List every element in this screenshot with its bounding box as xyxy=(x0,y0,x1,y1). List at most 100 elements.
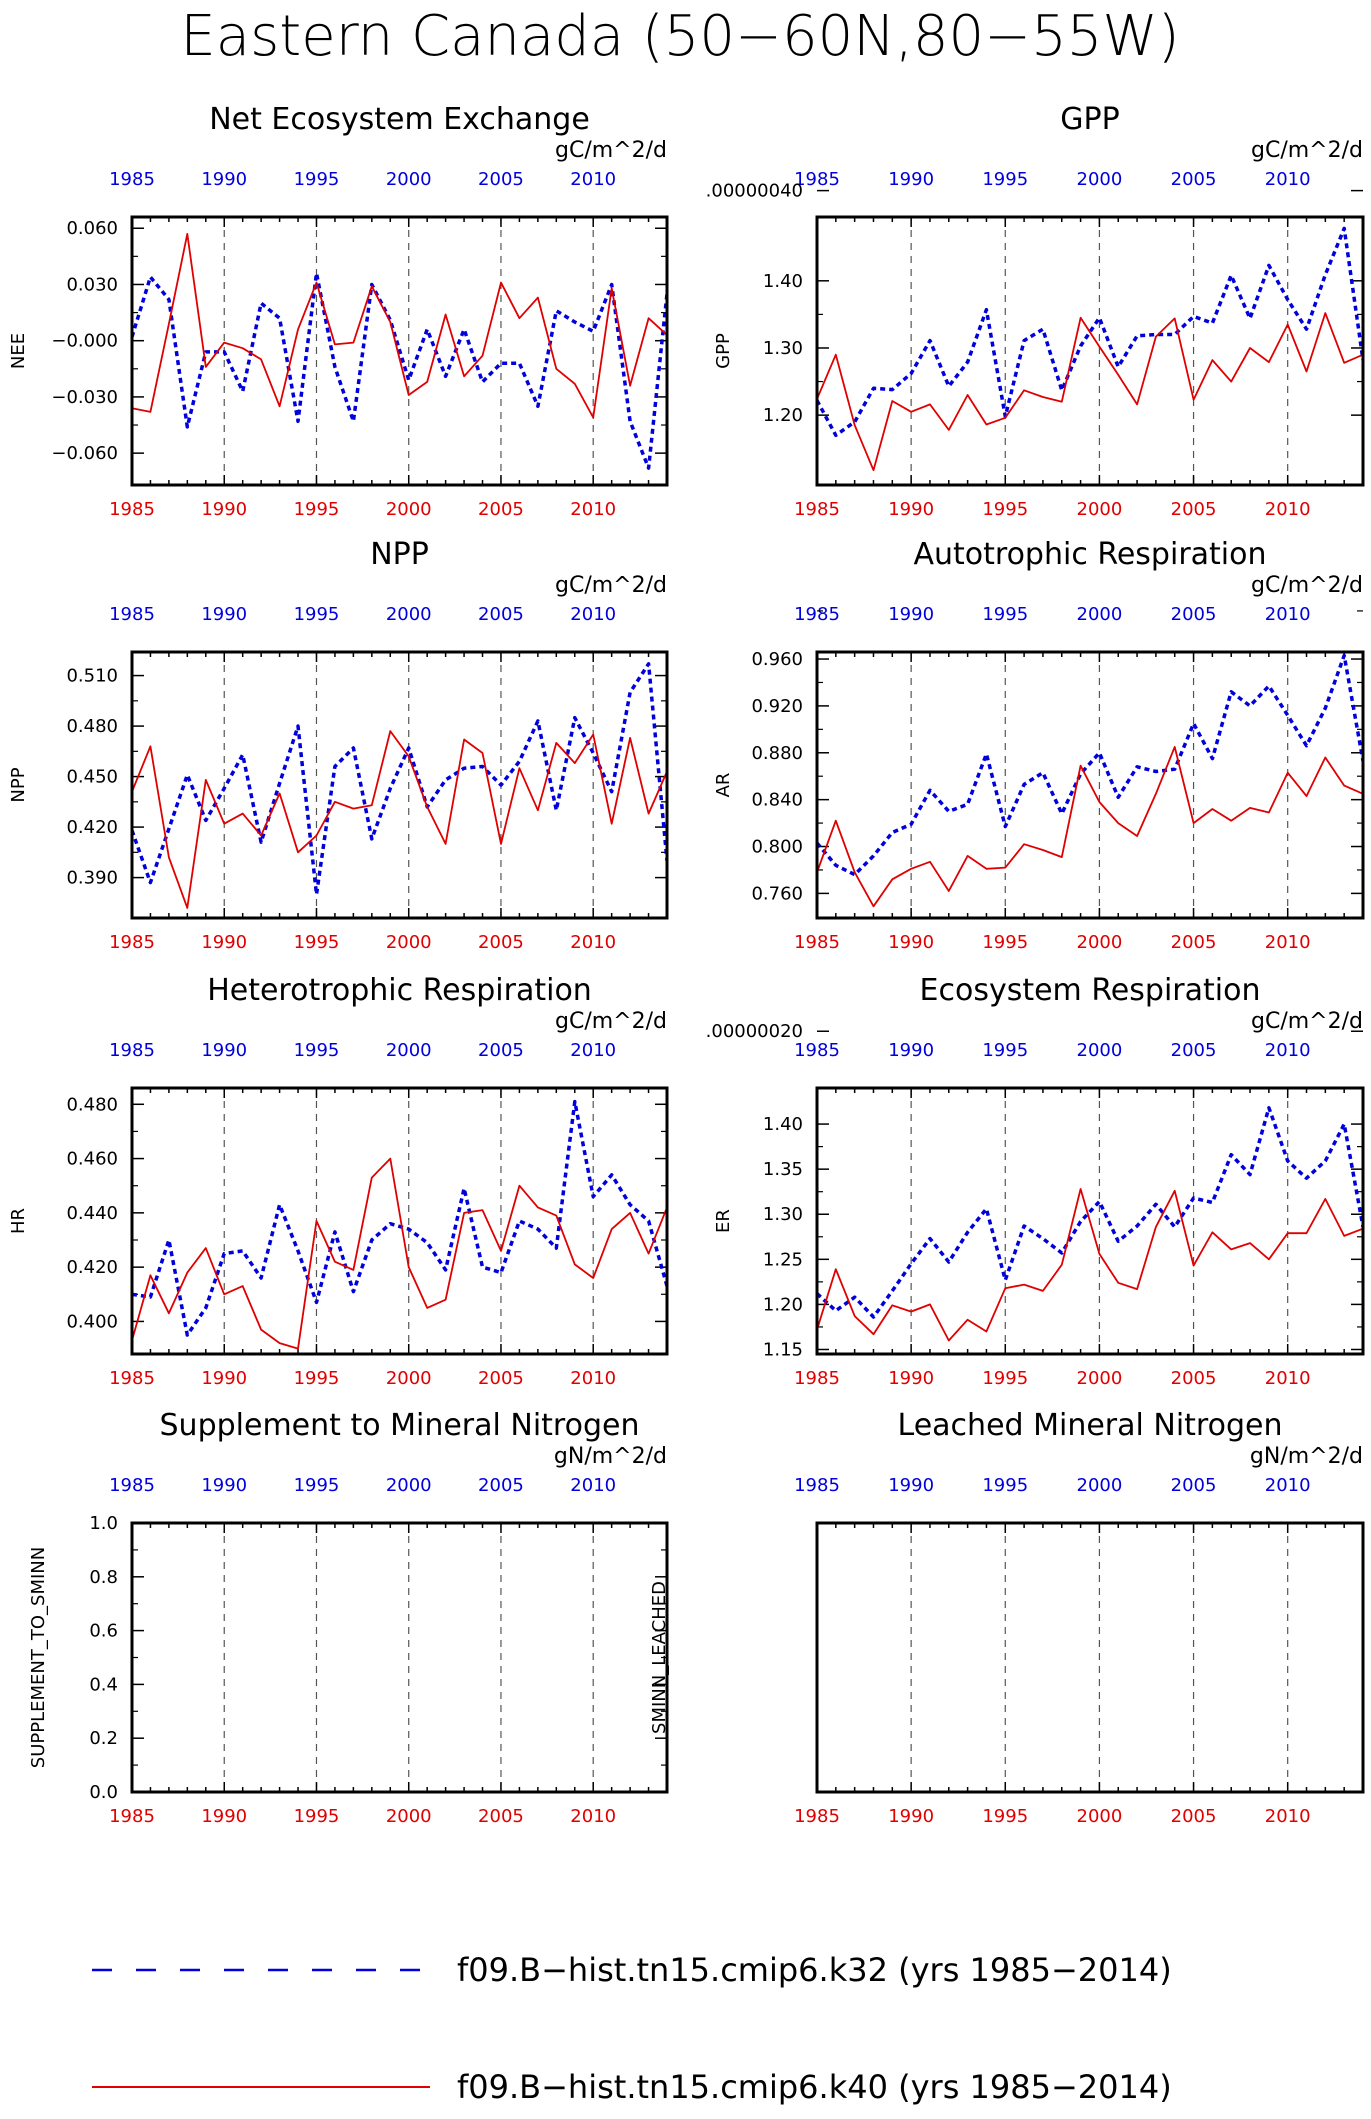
y-tick-label: 0.400 xyxy=(66,1311,118,1332)
units-label-npp: gC/m^2/d xyxy=(555,573,667,598)
x-tick-label-top: 2010 xyxy=(570,604,616,625)
x-tick-label-bottom: 1985 xyxy=(794,1368,840,1389)
plot-frame-leached xyxy=(815,1521,1365,1794)
series-line-k40-er xyxy=(817,1188,1363,1342)
panel-npp: NPP gC/m^2/d NPP 1985 1985 1990 1990 1995 1995 20… xyxy=(8,537,669,953)
panel-gpp: GPP gC/m^2/d GPP 1985 1985 1990 1990 1995 1995 20… xyxy=(713,102,1365,520)
y-tick-label: 0.840 xyxy=(751,790,803,811)
x-tick-label-bottom: 1990 xyxy=(201,1806,247,1827)
units-label-gpp: gC/m^2/d xyxy=(1251,138,1363,163)
x-tick-label-top: 2000 xyxy=(1077,1475,1123,1496)
y-tick-label: 0.960 xyxy=(751,649,803,670)
series-line-k32-hr xyxy=(132,1099,667,1337)
x-tick-label-top: 2000 xyxy=(1077,169,1123,190)
x-tick-label-top: 1995 xyxy=(294,604,340,625)
x-tick-label-top: 2005 xyxy=(1171,1475,1217,1496)
x-tick-label-top: 1995 xyxy=(982,604,1028,625)
series-line-k40-ar xyxy=(817,746,1363,908)
x-tick-label-bottom: 2005 xyxy=(1171,1368,1217,1389)
x-tick-label-top: 1985 xyxy=(794,1040,840,1061)
x-tick-label-bottom: 2005 xyxy=(1171,1806,1217,1827)
x-tick-label-bottom: 1995 xyxy=(294,932,340,953)
x-tick-label-bottom: 2005 xyxy=(1171,499,1217,520)
legend: f09.B−hist.tn15.cmip6.k32 (yrs 1985−2014… xyxy=(92,1951,1172,2106)
units-label-hr: gC/m^2/d xyxy=(555,1009,667,1034)
x-tick-label-top: 2000 xyxy=(386,604,432,625)
x-tick-label-bottom: 1985 xyxy=(794,932,840,953)
y-tick-label: 0.480 xyxy=(66,1094,118,1115)
x-tick-label-bottom: 1995 xyxy=(294,499,340,520)
x-tick-label-bottom: 1990 xyxy=(201,499,247,520)
x-tick-label-bottom: 2000 xyxy=(386,932,432,953)
x-tick-label-top: 2010 xyxy=(570,1475,616,1496)
panel-title-npp: NPP xyxy=(370,537,429,572)
plot-frame-gpp xyxy=(815,215,1365,487)
x-tick-label-top: 1990 xyxy=(888,1040,934,1061)
series-line-k32-er xyxy=(817,1106,1363,1319)
y-tick-label: 1.20 xyxy=(763,1294,803,1315)
x-tick-label-top: 1990 xyxy=(201,1475,247,1496)
x-tick-label-bottom: 2000 xyxy=(386,499,432,520)
x-tick-label-bottom: 2010 xyxy=(570,932,616,953)
x-tick-label-bottom: 2000 xyxy=(1077,1806,1123,1827)
x-tick-label-top: 1995 xyxy=(294,1040,340,1061)
x-tick-label-top: 1985 xyxy=(794,169,840,190)
y-tick-label: 0.510 xyxy=(66,666,118,687)
y-axis-label-er: ER xyxy=(713,1209,734,1233)
panels-container: Net Ecosystem ExchangegC/m^2/dNEE1985198… xyxy=(8,102,1365,1827)
x-tick-label-top: 1985 xyxy=(794,1475,840,1496)
x-tick-label-top: 1995 xyxy=(982,1475,1028,1496)
y-tick-label: 0.450 xyxy=(66,767,118,788)
x-tick-label-top: 2005 xyxy=(1171,604,1217,625)
units-label-ar: gC/m^2/d xyxy=(1251,573,1363,598)
y-tick-label: 0.420 xyxy=(66,817,118,838)
y-tick-label: 1.35 xyxy=(763,1159,803,1180)
y-tick-label: 1.40 xyxy=(763,1114,803,1135)
x-tick-label-top: 2005 xyxy=(478,604,524,625)
plot-frame-npp xyxy=(130,650,669,920)
x-tick-label-top: 1990 xyxy=(888,604,934,625)
x-tick-label-top: 2010 xyxy=(1265,1475,1311,1496)
y-tick-label: −0.000 xyxy=(51,331,118,352)
panel-title-nee: Net Ecosystem Exchange xyxy=(209,102,590,137)
legend-label-k40: f09.B−hist.tn15.cmip6.k40 (yrs 1985−2014… xyxy=(457,2068,1172,2106)
x-tick-label-top: 2000 xyxy=(386,169,432,190)
x-tick-label-bottom: 1990 xyxy=(201,932,247,953)
plot-frame-er xyxy=(815,1086,1365,1356)
y-tick-label: 0.880 xyxy=(751,743,803,764)
x-tick-label-bottom: 2000 xyxy=(386,1806,432,1827)
y-tick-label: 0.2 xyxy=(89,1728,118,1749)
x-tick-label-bottom: 2010 xyxy=(1265,499,1311,520)
x-tick-label-bottom: 1995 xyxy=(982,1368,1028,1389)
y-tick-label: 1.20 xyxy=(763,405,803,426)
x-tick-label-top: 1985 xyxy=(109,1040,155,1061)
y-axis-label-npp: NPP xyxy=(8,767,29,802)
y-tick-label: 0.390 xyxy=(66,868,118,889)
x-tick-label-top: 2000 xyxy=(386,1040,432,1061)
x-tick-label-bottom: 1995 xyxy=(982,499,1028,520)
series-line-k40-nee xyxy=(132,232,667,419)
x-tick-label-top: 2000 xyxy=(1077,1040,1123,1061)
x-tick-label-top: 2005 xyxy=(478,169,524,190)
x-tick-label-bottom: 2010 xyxy=(570,1368,616,1389)
x-tick-label-top: 2010 xyxy=(570,1040,616,1061)
x-tick-label-top: 2005 xyxy=(1171,169,1217,190)
x-tick-label-bottom: 1985 xyxy=(109,1806,155,1827)
panel-title-gpp: GPP xyxy=(1060,102,1119,137)
legend-label-k32: f09.B−hist.tn15.cmip6.k32 (yrs 1985−2014… xyxy=(457,1951,1172,1989)
panel-title-supplement: Supplement to Mineral Nitrogen xyxy=(160,1408,640,1443)
plot-frame-supplement xyxy=(130,1521,669,1794)
x-tick-label-bottom: 1985 xyxy=(794,1806,840,1827)
y-tick-label: .00000020 xyxy=(706,1021,803,1042)
x-tick-label-bottom: 1985 xyxy=(109,932,155,953)
x-tick-label-bottom: 2000 xyxy=(1077,499,1123,520)
x-tick-label-top: 1990 xyxy=(888,1475,934,1496)
x-tick-label-bottom: 1990 xyxy=(888,499,934,520)
x-tick-label-bottom: 1990 xyxy=(888,1806,934,1827)
y-tick-label: 0.4 xyxy=(89,1674,118,1695)
units-label-leached: gN/m^2/d xyxy=(1250,1444,1363,1469)
